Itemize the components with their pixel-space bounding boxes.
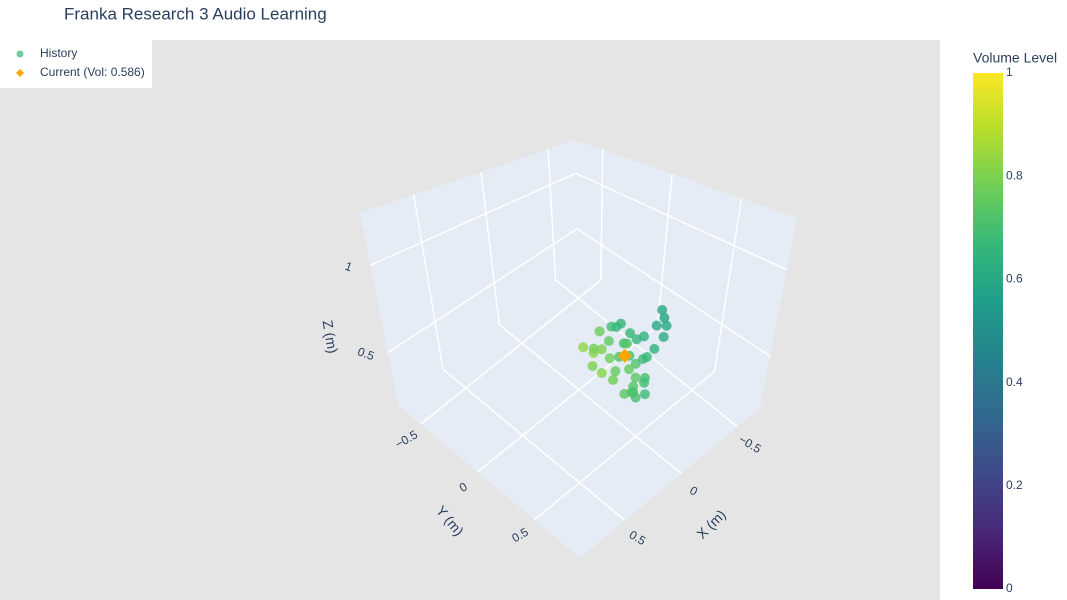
point <box>596 367 607 378</box>
grid-line <box>600 149 604 281</box>
grid-line <box>534 370 715 521</box>
point <box>594 326 605 337</box>
point <box>624 364 635 375</box>
colorbar-tick-label: 0.8 <box>1006 168 1023 182</box>
back-wall <box>575 140 797 408</box>
floor-wall <box>398 262 760 558</box>
point <box>603 335 614 346</box>
grid-line <box>498 323 682 475</box>
colorbar-tick-label: 0.2 <box>1006 478 1023 492</box>
point <box>625 328 636 339</box>
legend-label: Current (Vol: 0.586) <box>40 65 145 79</box>
z-tick-label: 1 <box>343 259 354 275</box>
side-wall <box>360 140 578 405</box>
z-axis-title: Z (m) <box>319 319 341 355</box>
colorbar <box>973 73 1003 589</box>
legend-label: History <box>40 46 77 60</box>
grid-line <box>575 172 788 271</box>
point <box>649 343 660 354</box>
legend-marker <box>16 50 24 58</box>
colorbar-tick-label: 0.4 <box>1006 375 1023 389</box>
colorbar-tick-label: 0.6 <box>1006 272 1023 286</box>
point <box>596 344 607 355</box>
point <box>630 372 641 383</box>
grid-line <box>442 368 626 522</box>
legend <box>0 40 152 88</box>
scene: −0.500.5−0.500.50.51X (m)Y (m)Z (m) <box>319 140 797 558</box>
point <box>659 312 670 323</box>
point <box>621 338 632 349</box>
grid-line <box>387 228 578 354</box>
current-point <box>617 348 632 363</box>
grid-line <box>656 174 673 326</box>
point <box>619 389 630 400</box>
grid-line <box>547 149 557 280</box>
point <box>639 389 650 400</box>
point <box>578 342 589 353</box>
point <box>610 366 621 377</box>
grid-line <box>477 325 659 473</box>
chart-title: Franka Research 3 Audio Learning <box>64 4 327 23</box>
point <box>641 351 652 362</box>
point <box>608 374 619 385</box>
grid-line <box>370 172 577 267</box>
point <box>638 331 649 342</box>
grid-line <box>413 194 444 370</box>
grid-line <box>480 171 500 325</box>
point <box>587 361 598 372</box>
point <box>651 320 662 331</box>
legend-marker <box>16 69 24 77</box>
z-tick-label: 0.5 <box>356 344 377 363</box>
colorbar-tick-label: 1 <box>1006 65 1013 79</box>
point <box>588 343 599 354</box>
point <box>658 331 669 342</box>
grid-line <box>420 279 602 425</box>
point <box>639 377 650 388</box>
point <box>657 304 668 315</box>
colorbar-title: Volume Level <box>973 50 1057 66</box>
point <box>611 322 622 333</box>
colorbar-tick-label: 0 <box>1006 581 1013 595</box>
point <box>604 353 615 364</box>
point <box>630 358 641 369</box>
grid-line <box>713 198 743 372</box>
grid-line <box>576 228 771 357</box>
point <box>661 320 672 331</box>
